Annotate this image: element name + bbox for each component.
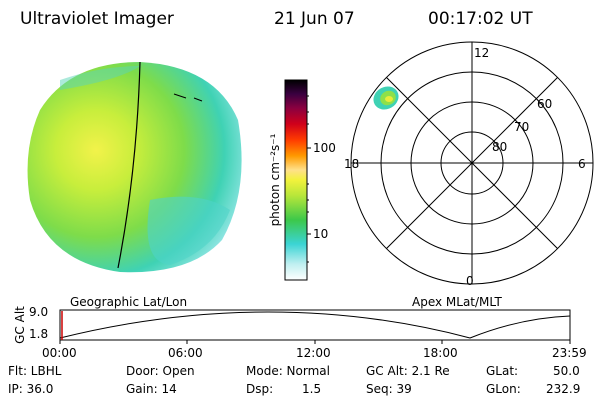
colorbar-tick-10: 10 <box>313 227 329 241</box>
mlt-label-6: 6 <box>578 157 586 171</box>
timeline-tick-1800: 18:00 <box>423 346 458 360</box>
mlt-label-0: 0 <box>466 274 474 288</box>
info-dsp-value: 1.5 <box>302 382 322 396</box>
info-glat-value: 50.0 <box>553 364 580 378</box>
image-frame-label: Geographic Lat/Lon <box>70 295 188 309</box>
timeline-tick-0600: 06:00 <box>168 346 203 360</box>
info-glon-label: GLon: <box>486 382 521 396</box>
altitude-timeline <box>59 309 571 344</box>
info-filter: Flt: LBHL <box>8 364 62 378</box>
info-gc-alt: GC Alt: 2.1 Re <box>366 364 450 378</box>
uv-image-disk <box>27 61 242 273</box>
info-mode: Mode: Normal <box>246 364 330 378</box>
colorbar-tick-100: 100 <box>313 141 336 155</box>
timeline-tick-2359: 23:59 <box>552 346 587 360</box>
info-seq: Seq: 39 <box>366 382 412 396</box>
instrument-title: Ultraviolet Imager <box>20 9 174 29</box>
observation-date: 21 Jun 07 <box>274 9 355 29</box>
timeline-ymin: 1.8 <box>29 327 49 341</box>
info-door: Door: Open <box>126 364 195 378</box>
polar-frame-label: Apex MLat/MLT <box>412 295 502 309</box>
info-ip: IP: 36.0 <box>8 382 54 396</box>
polar-plot <box>350 41 594 285</box>
timeline-ymax: 9.0 <box>29 305 49 319</box>
lat-ring-70: 70 <box>514 120 530 134</box>
colorbar-unit-label: photon cm⁻²s⁻¹ <box>268 133 282 227</box>
terminator-line <box>117 61 141 269</box>
timeline-tick-0000: 00:00 <box>42 346 77 360</box>
info-glon-value: 232.9 <box>546 382 581 396</box>
info-gain: Gain: 14 <box>126 382 177 396</box>
colorbar <box>284 79 311 281</box>
mlt-label-18: 18 <box>344 157 360 171</box>
info-glat-label: GLat: <box>486 364 519 378</box>
lat-ring-60: 60 <box>537 97 553 111</box>
aurora-patch <box>373 86 399 110</box>
timeline-axis-label: GC Alt <box>13 306 27 344</box>
info-dsp-label: Dsp: <box>246 382 274 396</box>
lat-ring-80: 80 <box>492 140 508 154</box>
mlt-label-12: 12 <box>474 46 490 60</box>
observation-time: 00:17:02 UT <box>428 9 533 29</box>
timeline-tick-1200: 12:00 <box>296 346 331 360</box>
